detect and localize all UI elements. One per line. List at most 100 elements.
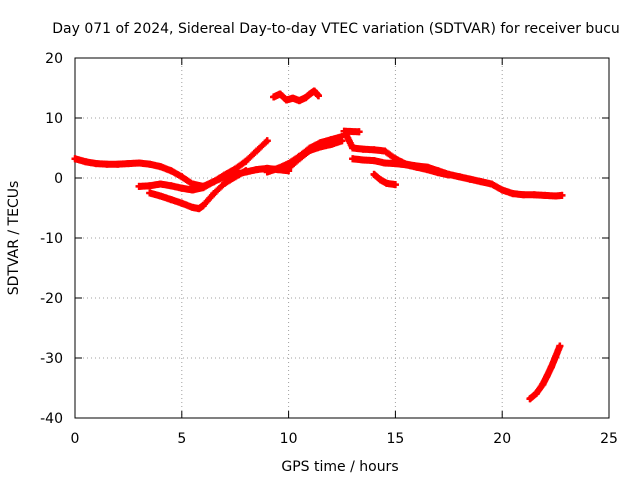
y-tick-label: -20 [40,291,63,307]
data-point [445,171,453,179]
data-point [509,190,517,198]
x-axis-label: GPS time / hours [281,459,398,475]
data-point [103,160,111,168]
data-point [466,175,474,183]
data-point [295,97,303,105]
data-point [434,169,442,177]
data-point [370,170,378,178]
data-point [92,160,100,168]
data-point [199,184,207,192]
data-point [167,182,175,190]
data-point [195,205,203,213]
y-tick-label: -30 [40,351,63,367]
data-point [146,189,154,197]
data-point [370,157,378,165]
y-tick-label: 20 [45,51,63,67]
data-point [381,147,389,155]
data-point [167,196,175,204]
grid [75,58,609,418]
series-track-e [285,137,346,172]
y-axis-label: SDTVAR / TECUs [6,181,22,296]
data-point [156,192,164,200]
data-point [289,94,297,102]
x-tick-label: 25 [600,431,618,447]
data-point [498,186,506,194]
y-tick-label: 0 [54,171,63,187]
data-point [242,167,250,175]
data-point [146,160,154,168]
x-tick-label: 10 [280,431,298,447]
data-point [231,165,239,173]
chart-title: Day 071 of 2024, Sidereal Day-to-day VTE… [52,21,620,37]
data-point [391,160,399,168]
data-point [124,160,132,168]
data-point [295,155,303,163]
data-point [199,202,207,210]
series-track-f [270,87,323,105]
data-point [317,143,325,151]
data-point [178,199,186,207]
data-point [315,92,323,100]
data-point [327,140,335,148]
data-point [530,191,538,199]
data-point [543,372,551,380]
data-point [402,161,410,169]
data-point [221,179,229,187]
data-point [188,203,196,211]
data-point [188,180,196,188]
data-point [221,171,229,179]
x-tick-label: 20 [493,431,511,447]
data-point [370,146,378,154]
data-point [167,167,175,175]
data-point [253,166,261,174]
series-track-i [370,170,399,189]
data-point [355,128,363,136]
data-point [242,157,250,165]
y-tick-label: 10 [45,111,63,127]
data-point [349,144,357,152]
marker-track [526,342,564,403]
data-point [552,192,560,200]
data-point [178,184,186,192]
y-tick-label: -40 [40,411,63,427]
data-point [526,395,534,403]
axis-ticks: 0 5 10 15 20 25 -40 -30 -20 -10 0 10 20 [40,51,618,447]
y-tick-label: -10 [40,231,63,247]
data-point [276,90,284,98]
data-point [539,380,547,388]
data-point [477,178,485,186]
x-tick-label: 5 [177,431,186,447]
data-point [135,159,143,167]
data-point [376,176,384,184]
data-point [253,147,261,155]
series-track-b [135,137,271,194]
data-point [210,178,218,186]
data-point [413,163,421,171]
data-point [156,180,164,188]
series-track-k [340,127,363,136]
data-point [146,182,154,190]
data-point [82,158,90,166]
data-point [381,159,389,167]
data-point [274,164,282,172]
data-point [270,93,278,101]
data-point [210,190,218,198]
data-point [306,90,314,98]
data-point [541,191,549,199]
data-point [552,353,560,361]
data-point [114,160,122,168]
marker-track [342,131,566,200]
data-point [488,180,496,188]
data-point [263,168,271,176]
data-point [349,155,357,163]
data-point [558,191,566,199]
data-point [310,87,318,95]
data-point [71,155,79,163]
data-point [532,389,540,397]
data-point [391,181,399,189]
data-point [520,191,528,199]
data-markers [71,87,566,403]
data-point [359,145,367,153]
data-point [135,182,143,190]
